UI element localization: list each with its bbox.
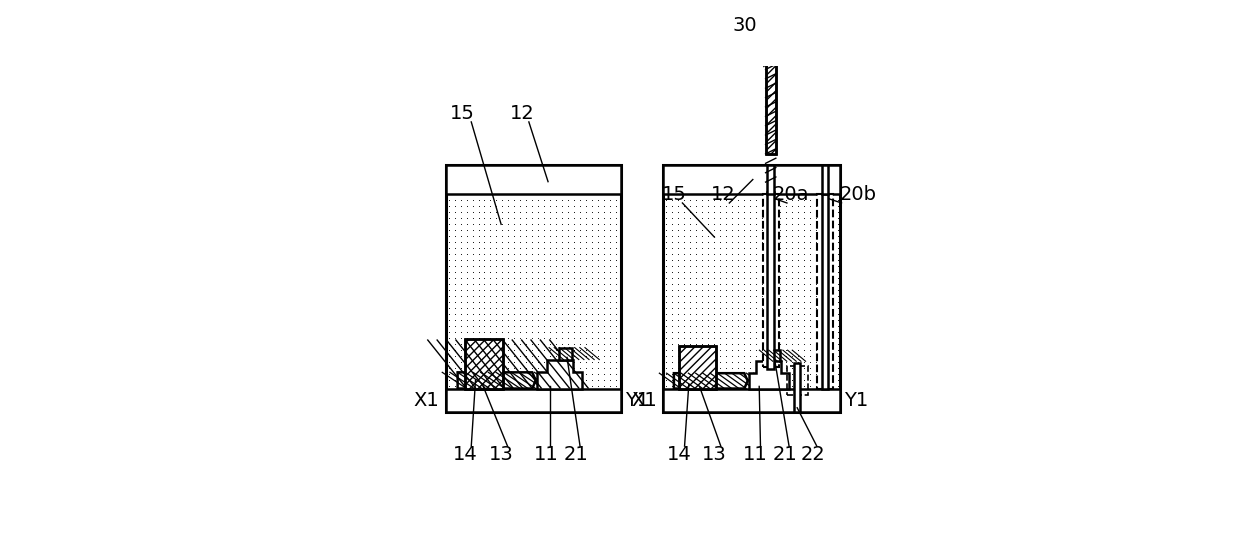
Bar (465, 340, 503, 388)
Bar (465, 340, 503, 388)
Text: 21: 21 (563, 445, 588, 464)
Bar (817, 194, 833, 388)
Bar (765, 49, 776, 154)
Bar (680, 346, 715, 388)
Text: 30: 30 (733, 17, 758, 35)
Bar (680, 346, 715, 388)
Text: 12: 12 (510, 104, 534, 123)
Bar (769, 350, 780, 361)
Bar (559, 347, 572, 360)
Text: 13: 13 (489, 445, 513, 464)
Text: 11: 11 (533, 445, 558, 464)
Text: 21: 21 (773, 445, 797, 464)
Polygon shape (749, 361, 789, 388)
Bar (445, 388, 620, 412)
Bar (787, 366, 807, 395)
Bar (768, 192, 774, 370)
Bar (663, 388, 841, 412)
Polygon shape (673, 373, 748, 388)
Text: 20a: 20a (773, 185, 810, 204)
Bar (768, 165, 774, 194)
Text: 22: 22 (800, 445, 825, 464)
Bar (765, 49, 776, 154)
Text: X1: X1 (631, 391, 657, 410)
Bar (822, 165, 828, 194)
Text: 14: 14 (453, 445, 477, 464)
Polygon shape (537, 360, 582, 388)
Text: 20b: 20b (839, 185, 877, 204)
Bar (663, 165, 841, 194)
Text: 13: 13 (702, 445, 727, 464)
Bar (663, 165, 841, 412)
Text: X1: X1 (413, 391, 439, 410)
Text: 15: 15 (450, 104, 475, 123)
Bar (763, 194, 779, 367)
Text: 12: 12 (711, 185, 735, 204)
Text: 14: 14 (667, 445, 692, 464)
Text: 15: 15 (661, 185, 686, 204)
Text: Y1: Y1 (625, 391, 649, 410)
Bar (760, 42, 781, 49)
Bar (822, 194, 828, 388)
Bar (445, 165, 620, 194)
Bar (794, 363, 800, 412)
Polygon shape (458, 372, 536, 388)
Text: Y1: Y1 (844, 391, 869, 410)
Bar (445, 165, 620, 412)
Text: 11: 11 (743, 445, 768, 464)
